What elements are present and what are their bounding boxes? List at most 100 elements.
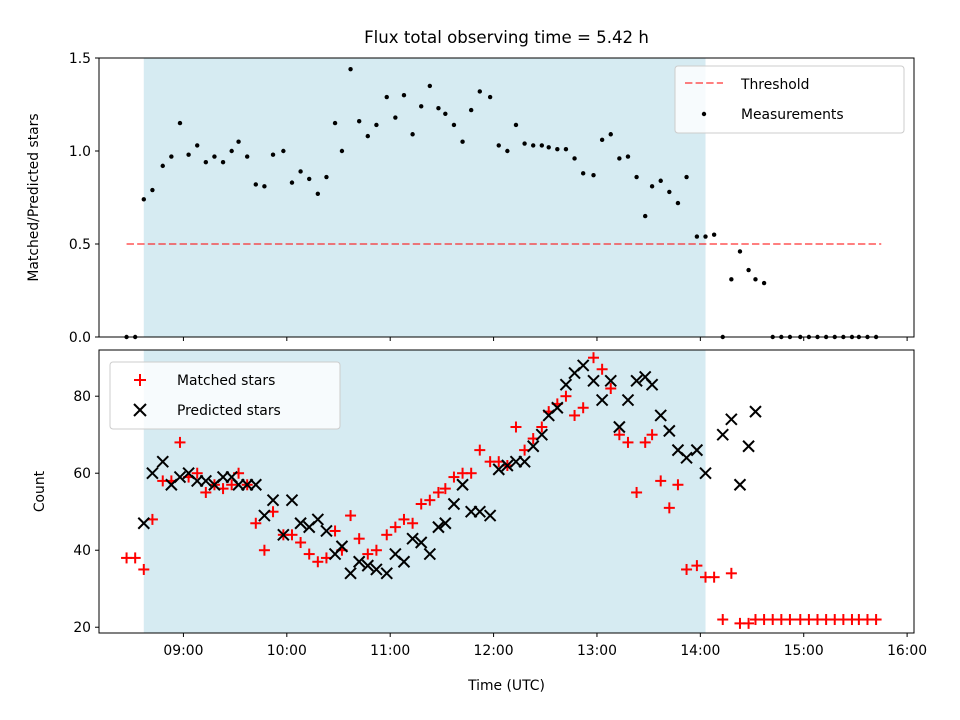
matched-star-point (474, 444, 486, 456)
predicted-star-point (654, 409, 667, 422)
figure-title: Flux total observing time = 5.42 h (364, 28, 649, 47)
legend-predicted-label: Predicted stars (177, 403, 281, 419)
predicted-star-point (604, 374, 617, 388)
x-axis-label: Time (UTC) (467, 678, 545, 694)
measurement-point (356, 119, 362, 124)
legend-matched-label: Matched stars (177, 373, 275, 389)
measurement-point (160, 163, 165, 169)
matched-star-point (398, 513, 410, 525)
measurement-point (703, 234, 708, 239)
predicted-star-point (294, 517, 307, 530)
measurement-point (186, 152, 191, 157)
predicted-star-point (595, 393, 609, 407)
measurement-point (281, 148, 286, 154)
predicted-star-point (415, 536, 428, 549)
measurement-point (419, 104, 424, 109)
measurement-point (348, 66, 353, 72)
predicted-star-point (370, 563, 383, 576)
x-tick-label: 09:00 (163, 643, 203, 659)
measurement-point (477, 89, 482, 94)
predicted-star-point (335, 540, 349, 553)
measurement-point (401, 93, 407, 98)
predicted-star-point (576, 359, 590, 372)
predicted-star-point (716, 428, 729, 441)
measurement-point (229, 148, 234, 154)
matched-star-point (345, 510, 357, 522)
predicted-star-point (690, 443, 704, 457)
measurement-point (505, 148, 510, 154)
measurement-point (753, 277, 758, 282)
matched-star-point (407, 517, 419, 529)
ratio-y-ticks: 0.0 0.5 1.0 1.5 (69, 51, 99, 346)
measurement-point (436, 106, 441, 111)
measurement-point (410, 132, 415, 137)
measurement-point (711, 232, 717, 237)
matched-star-point (681, 563, 693, 575)
matched-star-point (200, 486, 212, 498)
measurement-point (617, 156, 622, 161)
measurement-point (365, 133, 370, 139)
matched-star-point (663, 502, 675, 514)
matched-star-point (353, 533, 365, 545)
measurement-point (451, 122, 457, 128)
matched-star-point (415, 498, 427, 510)
predicted-star-point (397, 555, 411, 568)
measurement-point (384, 94, 389, 100)
measurement-point (563, 146, 569, 152)
predicted-star-point (352, 555, 366, 568)
x-tick-label: 15:00 (784, 643, 824, 659)
matched-star-point (312, 556, 324, 568)
matched-star-point (622, 436, 634, 448)
matched-star-point (174, 436, 186, 448)
predicted-star-point (621, 393, 635, 407)
measurement-point (220, 159, 226, 165)
matched-star-point (381, 529, 393, 541)
matched-star-point (389, 521, 401, 533)
measurement-point (608, 132, 613, 137)
measurement-point (649, 184, 655, 189)
matched-star-point (191, 467, 203, 479)
count-y-tick-label: 20 (73, 620, 91, 636)
measurement-point (746, 267, 751, 273)
measurement-point (298, 169, 303, 174)
legend-threshold-label: Threshold (740, 77, 809, 93)
count-y-tick-label: 60 (73, 466, 91, 482)
matched-star-point (424, 494, 436, 506)
predicted-star-point (473, 505, 486, 518)
predicted-star-point (613, 420, 626, 434)
matched-star-point (560, 390, 572, 402)
measurement-point (427, 83, 433, 89)
predicted-star-point (680, 451, 693, 465)
matched-star-point (588, 352, 600, 364)
measurement-point (332, 120, 338, 126)
matched-star-point (448, 471, 460, 483)
legend-matched-swatch (134, 374, 146, 386)
measurement-point (737, 249, 743, 254)
predicted-star-point (173, 470, 187, 484)
matched-star-point (286, 529, 298, 541)
x-tick-label: 12:00 (474, 643, 514, 659)
predicted-star-point (630, 374, 643, 388)
predicted-star-point (199, 474, 213, 488)
predicted-star-point (423, 547, 437, 561)
predicted-star-point (733, 478, 747, 491)
predicted-star-point (277, 528, 290, 542)
predicted-star-point (249, 478, 263, 491)
measurement-point (634, 174, 639, 180)
count-y-ticks: 20 40 60 80 (73, 389, 99, 636)
measurement-point (522, 141, 527, 146)
matched-star-point (226, 479, 238, 491)
measurement-point (307, 176, 312, 182)
measurement-point (531, 143, 536, 148)
predicted-star-point (518, 455, 531, 468)
measurement-point (393, 115, 398, 120)
predicted-star-point (483, 509, 497, 522)
matched-star-point (596, 363, 608, 375)
predicted-star-point (551, 401, 564, 414)
matched-star-point (672, 479, 684, 491)
matched-star-point (717, 614, 729, 626)
count-x-ticks: 09:00 10:00 11:00 12:00 13:00 14:00 15:00 16:00 (163, 633, 927, 659)
count-y-tick-label: 80 (73, 389, 91, 405)
measurement-point (761, 280, 767, 286)
predicted-star-point (492, 463, 505, 476)
